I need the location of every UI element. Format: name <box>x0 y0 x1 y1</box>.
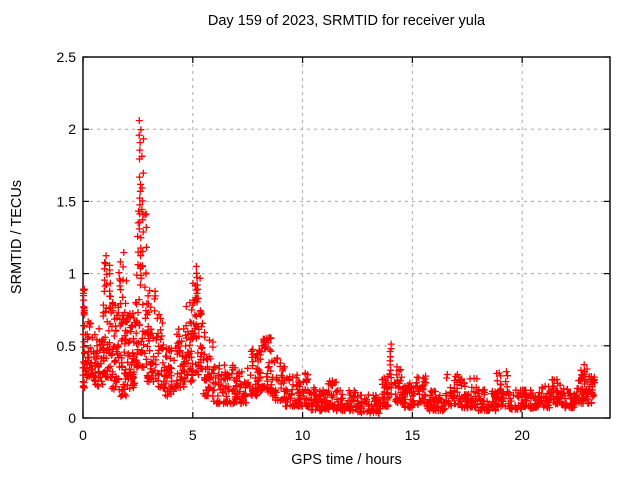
chart-title: Day 159 of 2023, SRMTID for receiver yul… <box>207 13 486 29</box>
y-tick-label: 1.5 <box>57 193 77 209</box>
plot-border <box>82 56 611 419</box>
x-tick-label: 20 <box>514 427 530 443</box>
x-axis-label: GPS time / hours <box>291 452 402 468</box>
y-tick-label: 2 <box>68 121 76 137</box>
y-axis-label-text: SRMTID / TECUs <box>9 179 25 295</box>
x-tick-label: 5 <box>189 427 197 443</box>
y-tick-label: 0 <box>68 410 76 426</box>
y-tick-label: 1 <box>68 266 76 282</box>
scatter-points <box>79 117 598 417</box>
y-tick-label: 2.5 <box>57 49 77 65</box>
x-tick-label: 15 <box>405 427 421 443</box>
x-tick-label: 0 <box>79 427 87 443</box>
x-tick-label: 10 <box>295 427 311 443</box>
y-tick-label: 0.5 <box>57 338 77 354</box>
